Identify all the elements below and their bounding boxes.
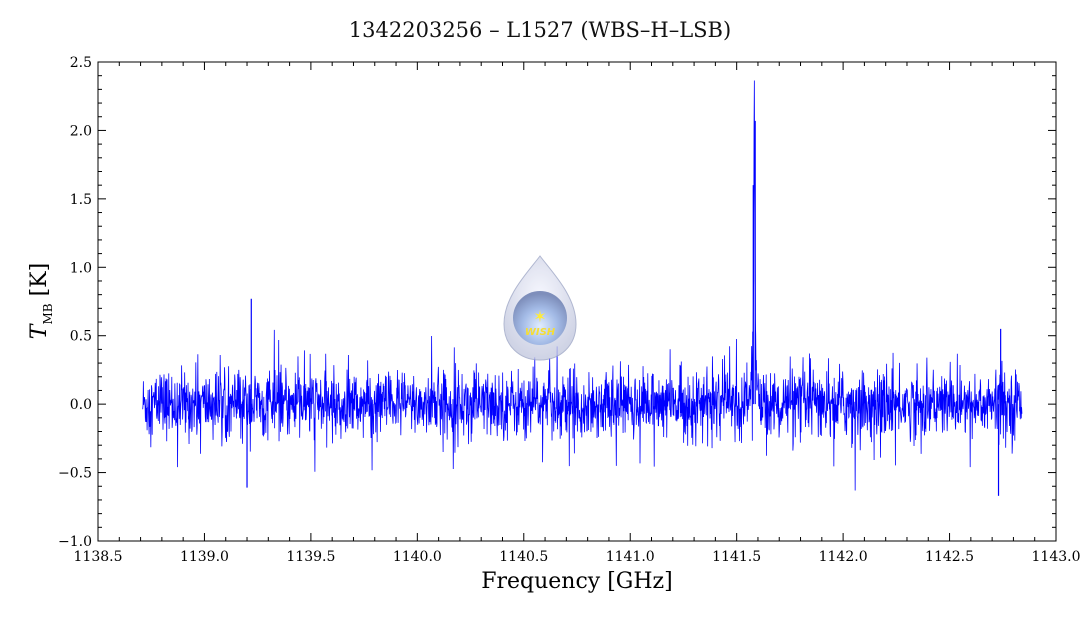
y-tick-label: 1.0	[70, 260, 92, 276]
y-tick-label: 0.5	[70, 329, 92, 345]
x-tick-label: 1143.0	[1032, 549, 1080, 565]
x-tick-label: 1141.0	[606, 549, 655, 565]
wish-logo: ✶ WISH	[503, 255, 577, 361]
y-tick-label: −1.0	[58, 534, 92, 550]
spectrum-line	[142, 80, 1023, 491]
x-axis-label: Frequency [GHz]	[481, 569, 673, 594]
x-tick-label: 1139.0	[180, 549, 229, 565]
x-tick-label: 1140.0	[393, 549, 442, 565]
y-tick-label: −0.5	[58, 466, 92, 482]
x-tick-label: 1141.5	[712, 549, 761, 565]
x-tick-label: 1140.5	[499, 549, 548, 565]
y-axis-label-unit: [K]	[27, 263, 52, 304]
x-tick-label: 1142.5	[925, 549, 974, 565]
y-tick-label: 1.5	[70, 192, 92, 208]
x-tick-label: 1139.5	[286, 549, 335, 565]
chart-title: 1342203256 – L1527 (WBS–H–LSB)	[348, 18, 732, 42]
plot-frame	[97, 61, 1057, 542]
x-tick-label: 1142.0	[819, 549, 868, 565]
y-axis-label-sub: MB	[41, 303, 55, 324]
logo-text: WISH	[525, 327, 556, 338]
y-tick-label: 2.5	[70, 55, 92, 71]
y-axis-label-main: T	[27, 322, 52, 339]
y-tick-label: 2.0	[70, 123, 92, 139]
y-tick-label: 0.0	[70, 397, 92, 413]
star-icon: ✶	[533, 307, 546, 326]
x-tick-label: 1138.5	[74, 549, 123, 565]
y-axis-label: TMB [K]	[27, 263, 55, 339]
